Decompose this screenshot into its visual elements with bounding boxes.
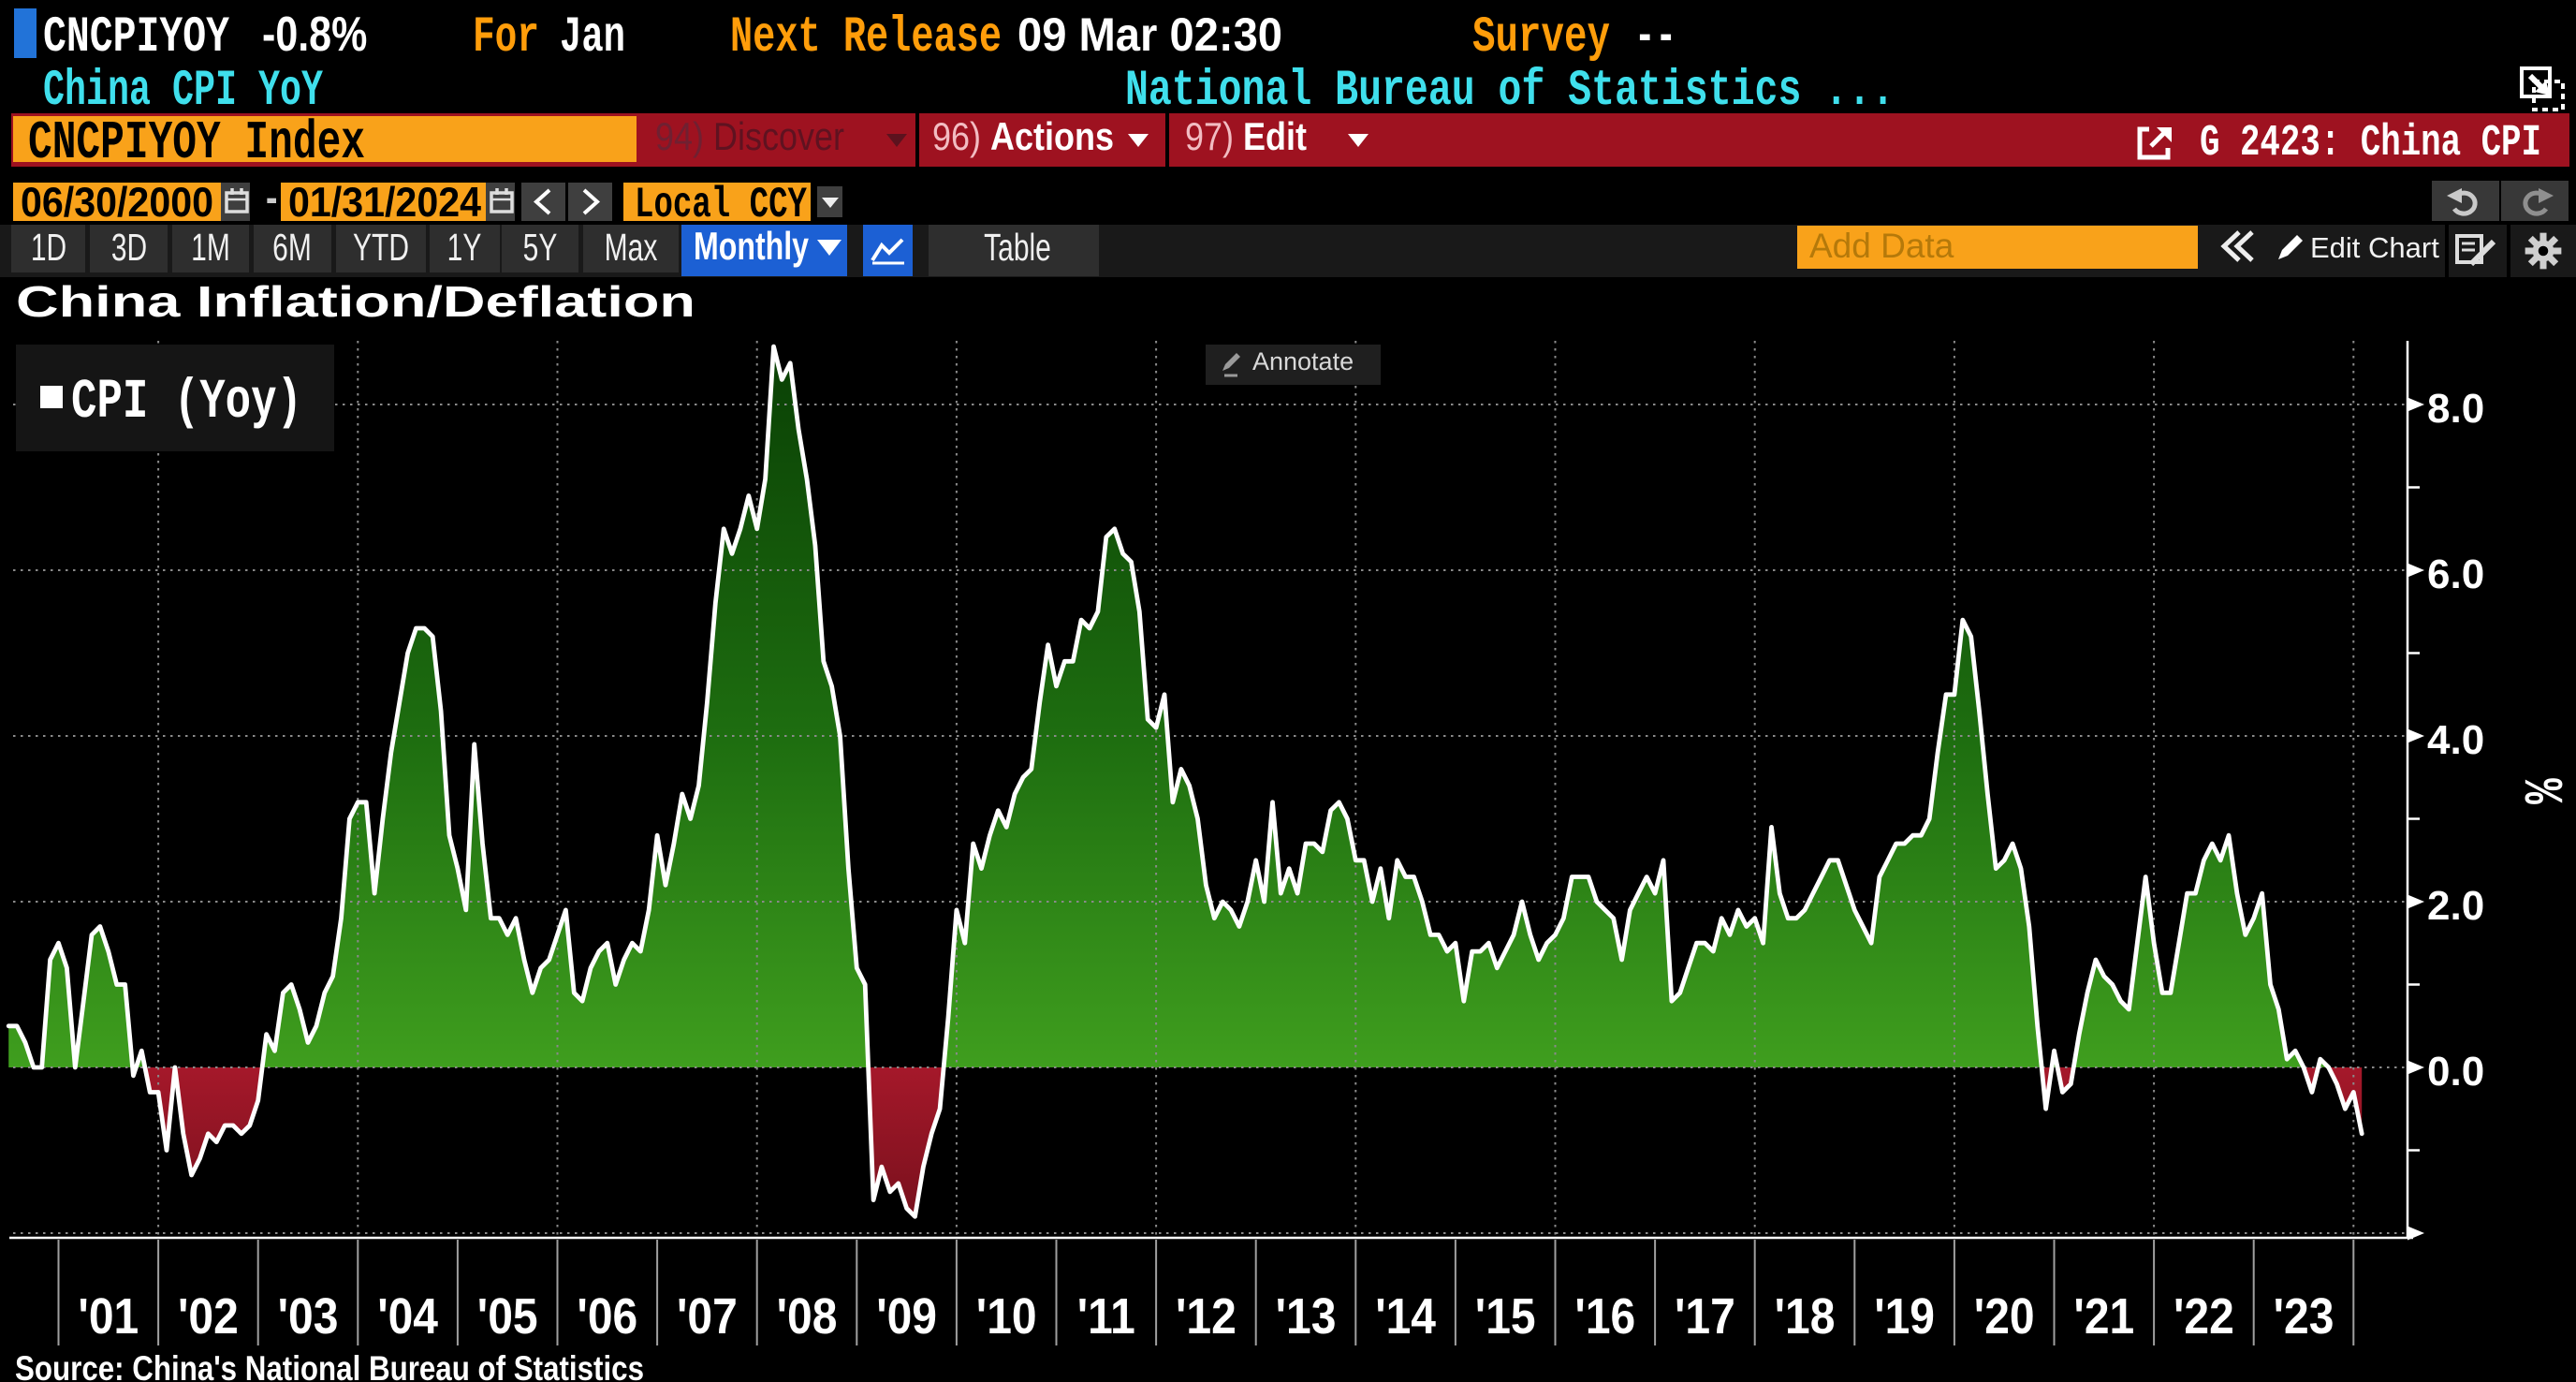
svg-text:Local CCY: Local CCY (635, 181, 808, 229)
svg-text:'22: '22 (2174, 1287, 2234, 1344)
svg-text:China CPI YoY: China CPI YoY (43, 63, 323, 120)
svg-text:'11: '11 (1077, 1287, 1135, 1344)
svg-text:6.0: 6.0 (2427, 551, 2484, 597)
svg-text:'23: '23 (2274, 1287, 2334, 1344)
svg-text:1Y: 1Y (447, 227, 482, 269)
svg-text:Jan: Jan (560, 9, 625, 66)
svg-text:'06: '06 (577, 1287, 637, 1344)
svg-text:'05: '05 (477, 1287, 538, 1344)
svg-text:96) Actions: 96) Actions (932, 116, 1114, 159)
svg-text:G 2423: China CPI: G 2423: China CPI (2200, 118, 2541, 169)
svg-text:YTD: YTD (353, 227, 409, 269)
svg-text:%: % (2508, 778, 2570, 804)
svg-text:'14: '14 (1375, 1287, 1436, 1344)
svg-text:3D: 3D (111, 227, 147, 269)
svg-text:'19: '19 (1874, 1287, 1935, 1344)
svg-text:94) Discover: 94) Discover (655, 116, 844, 159)
svg-text:'18: '18 (1775, 1287, 1836, 1344)
svg-text:'15: '15 (1475, 1287, 1536, 1344)
svg-text:'21: '21 (2073, 1287, 2134, 1344)
svg-text:Next Release: Next Release (730, 9, 1002, 66)
svg-text:--: -- (1634, 9, 1676, 66)
svg-text:'01: '01 (78, 1287, 139, 1344)
svg-text:Monthly: Monthly (694, 224, 809, 268)
svg-text:6M: 6M (272, 227, 312, 269)
svg-text:1M: 1M (191, 227, 230, 269)
svg-text:'12: '12 (1176, 1287, 1237, 1344)
svg-text:'08: '08 (777, 1287, 838, 1344)
svg-text:'10: '10 (976, 1287, 1037, 1344)
svg-text:CPI (Yoy): CPI (Yoy) (71, 372, 302, 434)
svg-text:97) Edit: 97) Edit (1185, 116, 1307, 159)
svg-text:09 Mar 02:30: 09 Mar 02:30 (1017, 7, 1282, 60)
svg-text:Table: Table (984, 227, 1051, 269)
svg-text:0.0: 0.0 (2427, 1049, 2484, 1095)
svg-text:5Y: 5Y (523, 227, 558, 269)
svg-text:06/30/2000: 06/30/2000 (21, 179, 213, 226)
svg-text:'13: '13 (1276, 1287, 1337, 1344)
svg-text:'07: '07 (677, 1287, 738, 1344)
svg-text:Survey: Survey (1472, 9, 1610, 66)
svg-text:Add Data: Add Data (1809, 227, 1954, 265)
svg-text:2.0: 2.0 (2427, 883, 2484, 929)
svg-text:CNCPIYOY Index: CNCPIYOY Index (28, 113, 365, 174)
svg-text:1D: 1D (31, 227, 66, 269)
svg-text:For: For (473, 9, 539, 66)
svg-text:-: - (262, 177, 281, 224)
svg-text:Source: China's National Burea: Source: China's National Bureau of Stati… (15, 1349, 644, 1382)
svg-text:Max: Max (605, 227, 658, 269)
svg-text:'17: '17 (1675, 1287, 1735, 1344)
svg-text:National Bureau of Statistics: National Bureau of Statistics ... (1125, 63, 1895, 120)
svg-text:'09: '09 (876, 1287, 937, 1344)
svg-text:'16: '16 (1574, 1287, 1635, 1344)
svg-text:Edit Chart: Edit Chart (2310, 231, 2439, 264)
svg-text:'02: '02 (178, 1287, 239, 1344)
svg-text:'20: '20 (1974, 1287, 2035, 1344)
svg-text:8.0: 8.0 (2427, 386, 2484, 432)
svg-text:Annotate: Annotate (1252, 347, 1354, 375)
svg-text:01/31/2024: 01/31/2024 (288, 179, 481, 226)
svg-text:4.0: 4.0 (2427, 717, 2484, 763)
svg-text:China Inflation/Deflation: China Inflation/Deflation (16, 277, 695, 326)
svg-text:-0.8%: -0.8% (262, 7, 367, 62)
svg-text:'04: '04 (377, 1287, 438, 1344)
svg-text:CNCPIYOY: CNCPIYOY (43, 9, 229, 66)
svg-text:'03: '03 (278, 1287, 339, 1344)
